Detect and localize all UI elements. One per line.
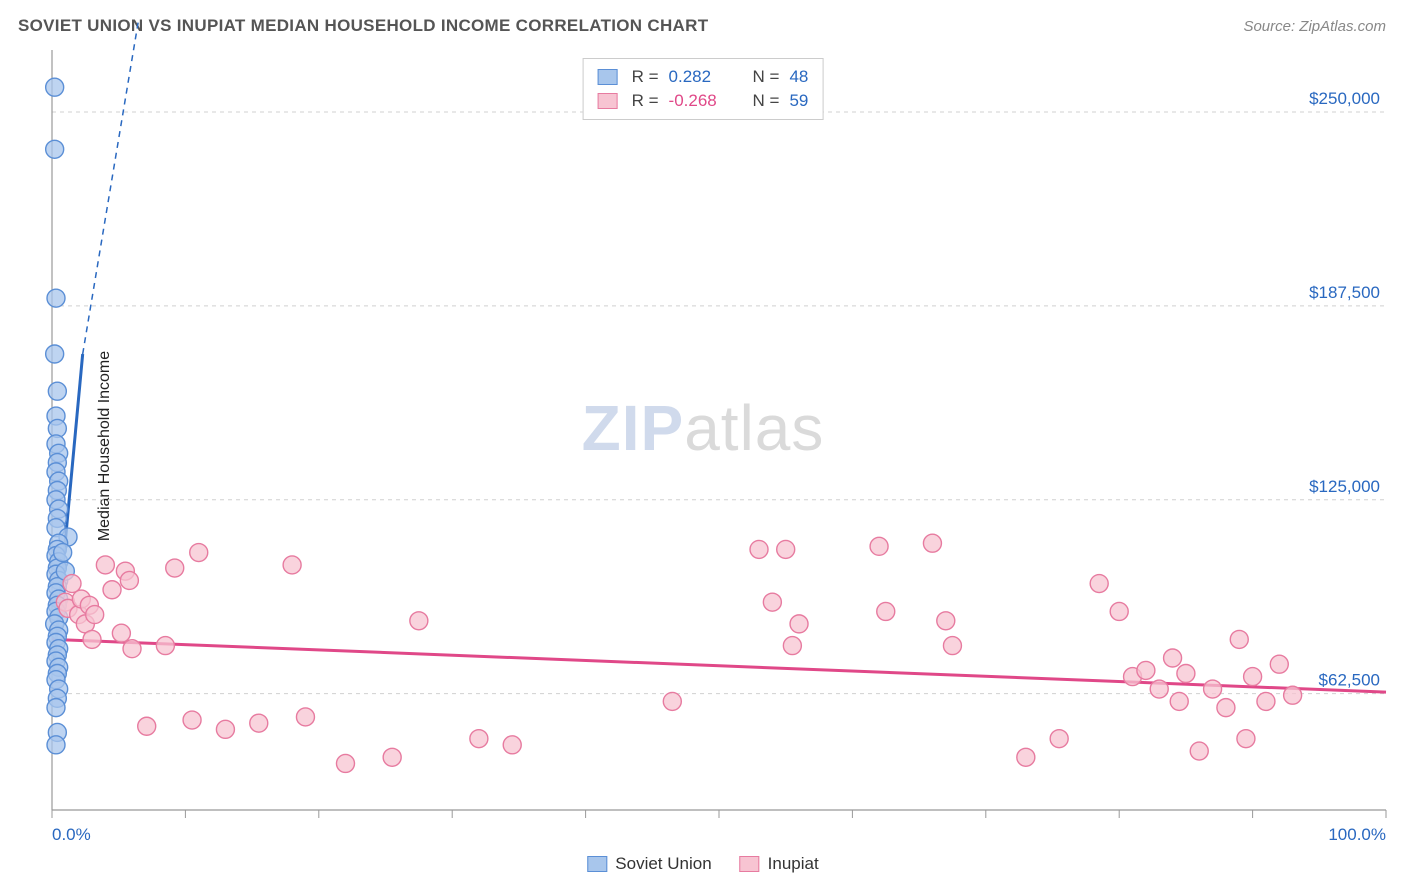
r-label-0: R = [632, 67, 659, 87]
legend-stats: R = 0.282 N = 48 R = -0.268 N = 59 [583, 58, 824, 120]
n-label-1: N = [753, 91, 780, 111]
legend-item-0: Soviet Union [587, 854, 711, 874]
n-label-0: N = [753, 67, 780, 87]
n-value-1: 59 [789, 91, 808, 111]
swatch-bottom-0 [587, 856, 607, 872]
r-value-1: -0.268 [669, 91, 731, 111]
scatter-chart: $62,500 $125,000 $187,500 $250,000 0.0% 100.0… [0, 0, 1406, 892]
legend-label-1: Inupiat [768, 854, 819, 874]
legend-label-0: Soviet Union [615, 854, 711, 874]
swatch-series-1 [598, 93, 618, 109]
svg-text:$250,000: $250,000 [1309, 89, 1380, 108]
swatch-series-0 [598, 69, 618, 85]
r-label-1: R = [632, 91, 659, 111]
legend-stats-row-0: R = 0.282 N = 48 [598, 65, 809, 89]
svg-text:$62,500: $62,500 [1319, 671, 1380, 690]
n-value-0: 48 [789, 67, 808, 87]
svg-text:100.0%: 100.0% [1328, 825, 1386, 844]
r-value-0: 0.282 [669, 67, 731, 87]
legend-stats-row-1: R = -0.268 N = 59 [598, 89, 809, 113]
svg-text:$125,000: $125,000 [1309, 477, 1380, 496]
legend-item-1: Inupiat [740, 854, 819, 874]
svg-text:$187,500: $187,500 [1309, 283, 1380, 302]
swatch-bottom-1 [740, 856, 760, 872]
svg-text:0.0%: 0.0% [52, 825, 91, 844]
legend-series: Soviet Union Inupiat [587, 854, 818, 874]
